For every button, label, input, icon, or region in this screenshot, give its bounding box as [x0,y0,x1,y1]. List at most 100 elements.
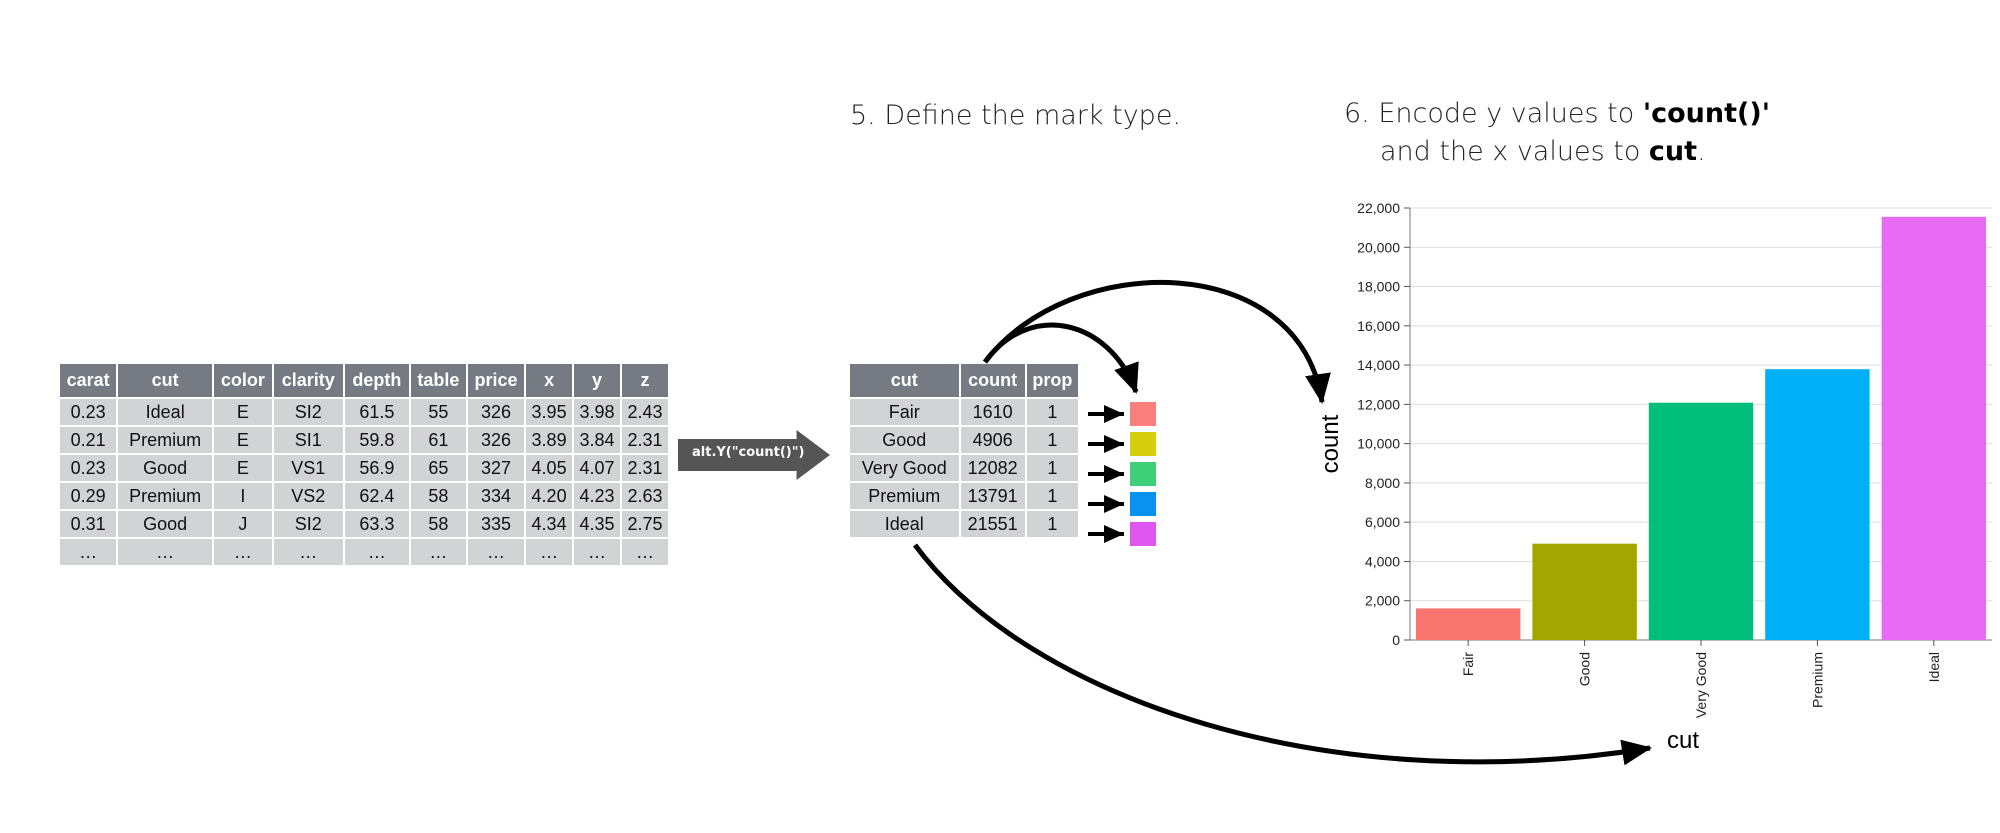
table-cell: 1 [1024,397,1081,427]
table-cell: … [408,537,468,567]
bar-ideal [1881,216,1986,641]
table-cell: 335 [465,509,527,539]
table-cell: 13791 [958,481,1027,511]
table-cell: 4906 [958,425,1027,455]
table-cell: 21551 [958,509,1027,539]
summary-col-cut: cut [848,362,961,399]
table-cell: 4.35 [572,509,622,539]
diamonds-col-depth: depth [342,362,411,399]
color-swatch-very-good [1130,462,1156,486]
table-cell: 0.29 [57,481,119,511]
table-cell: 3.89 [524,425,575,455]
table-cell: E [212,397,274,427]
y-tick-label: 6,000 [1365,514,1400,530]
table-cell: 56.9 [342,453,411,483]
diamonds-col-carat: carat [57,362,119,399]
table-cell: … [271,537,345,567]
table-cell: 326 [465,397,527,427]
summary-header-row: cut count prop [848,362,1081,399]
table-cell: … [619,537,671,567]
table-cell: Fair [848,397,961,427]
x-tick-label: Fair [1460,652,1476,676]
table-row: 0.31 Good J SI2 63.3 58 335 4.34 4.35 2.75 [57,509,671,539]
table-cell: 334 [465,481,527,511]
table-cell: I [212,481,274,511]
table-row: 0.21 Premium E SI1 59.8 61 326 3.89 3.84 2.31 [57,425,671,455]
table-row: Ideal 21551 1 [848,509,1081,539]
table-cell: 61.5 [342,397,411,427]
color-swatch-good [1130,432,1156,456]
summary-col-count: count [958,362,1027,399]
table-cell: E [212,425,274,455]
table-cell: … [524,537,575,567]
table-cell: 2.31 [619,425,671,455]
arrow-to-cut-axis [912,543,1652,766]
table-row: 0.23 Good E VS1 56.9 65 327 4.05 4.07 2.31 [57,453,671,483]
table-cell: 1 [1024,481,1081,511]
diamonds-table: carat cut color clarity depth table price x y z 0… [57,362,671,567]
table-cell: 1610 [958,397,1027,427]
transform-label: alt.Y("count()") [692,445,805,460]
mapping-arrows [912,280,1652,766]
y-tick-label: 10,000 [1357,436,1400,452]
color-swatch-premium [1130,492,1156,516]
table-cell: 3.98 [572,397,622,427]
diamonds-col-y: y [572,362,622,399]
table-cell: 4.23 [572,481,622,511]
x-tick-label: Very Good [1693,652,1709,718]
table-cell: 4.20 [524,481,575,511]
table-cell: 327 [465,453,527,483]
bar-very-good [1648,402,1754,640]
table-cell: Very Good [848,453,961,483]
table-row: Fair 1610 1 [848,397,1081,427]
table-row: Good 4906 1 [848,425,1081,455]
table-cell: 0.21 [57,425,119,455]
table-cell: 0.23 [57,397,119,427]
bar-premium [1765,369,1870,640]
bar-good [1532,543,1637,640]
table-cell: Premium [848,481,961,511]
diamonds-col-clarity: clarity [271,362,345,399]
table-cell: 2.75 [619,509,671,539]
y-tick-label: 8,000 [1365,475,1400,491]
diamonds-header-row: carat cut color clarity depth table price x y z [57,362,671,399]
table-cell: 1 [1024,453,1081,483]
table-cell: Ideal [116,397,215,427]
y-tick-label: 12,000 [1357,396,1400,412]
color-swatch-ideal [1130,522,1156,546]
table-row: Premium 13791 1 [848,481,1081,511]
step6-line1-bold: 'count()' [1642,98,1770,129]
table-cell: 2.63 [619,481,671,511]
diamonds-col-table: table [408,362,468,399]
table-cell: Good [848,425,961,455]
table-cell: Good [116,509,215,539]
table-cell: 55 [408,397,468,427]
table-cell: 62.4 [342,481,411,511]
summary-col-prop: prop [1024,362,1081,399]
step6-title-line2: and the x values to cut. [1380,133,1706,171]
table-cell: 326 [465,425,527,455]
diamonds-col-price: price [465,362,527,399]
y-tick-label: 20,000 [1357,239,1400,255]
color-swatches [1088,402,1156,546]
summary-table: cut count prop Fair 1610 1 Good 4906 1 Very Good… [848,362,1081,539]
table-cell: E [212,453,274,483]
table-cell: 63.3 [342,509,411,539]
table-cell: SI2 [271,397,345,427]
table-cell: 1 [1024,425,1081,455]
table-row: Very Good 12082 1 [848,453,1081,483]
table-cell: … [572,537,622,567]
table-cell: 2.31 [619,453,671,483]
table-cell: … [116,537,215,567]
table-cell: SI1 [271,425,345,455]
table-cell: 12082 [958,453,1027,483]
table-cell: 61 [408,425,468,455]
y-tick-label: 16,000 [1357,318,1400,334]
table-cell: J [212,509,274,539]
table-cell: … [57,537,119,567]
bar-chart: 0 2,000 4,000 6,000 8,000 10,000 12,000 14,000 1… [1317,200,1992,754]
table-cell: VS2 [271,481,345,511]
bar-fair [1416,608,1521,640]
x-tick-label: Good [1577,652,1593,686]
